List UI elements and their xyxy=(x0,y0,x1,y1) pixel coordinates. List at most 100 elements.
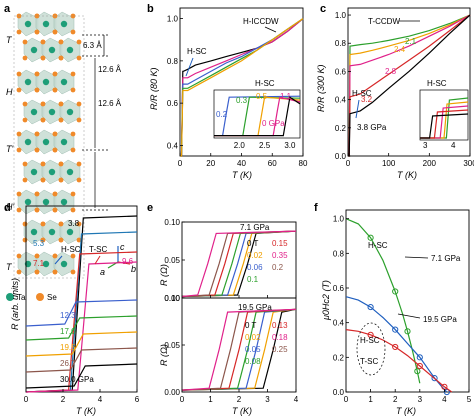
se-atom xyxy=(16,71,22,77)
se-atom xyxy=(70,147,76,153)
se-atom xyxy=(34,207,40,213)
inset-x-tick-label: 2.0 xyxy=(234,141,246,150)
data-point xyxy=(414,368,421,375)
x-tick-label: 1 xyxy=(208,395,213,404)
x-tick-label: 0 xyxy=(178,159,183,168)
se-atom xyxy=(76,237,82,243)
ta-atom xyxy=(60,20,68,28)
panel-d-xlabel: T (K) xyxy=(76,406,96,416)
x-tick-label: 2 xyxy=(237,395,242,404)
series-line xyxy=(181,230,297,298)
panel-b-ylabel: R/R (80 K) xyxy=(149,67,159,110)
data-point xyxy=(367,303,374,311)
y-tick-label: 0.0 xyxy=(333,388,345,397)
se-atom xyxy=(76,117,82,123)
se-atom xyxy=(70,191,76,197)
ta-atom xyxy=(24,20,32,28)
inset-x-tick-label: 3.0 xyxy=(284,141,296,150)
inset-c-tick-3: 3 xyxy=(423,141,428,150)
y-tick-label: 0.6 xyxy=(333,284,345,293)
se-atom xyxy=(34,191,40,197)
y-tick-label: 1.0 xyxy=(167,15,179,24)
arrow-f-71 xyxy=(404,256,429,259)
se-atom xyxy=(22,177,28,183)
arrow-b-hsc xyxy=(185,57,194,77)
ta-atom xyxy=(66,108,74,116)
y-tick-label: 0.05 xyxy=(164,256,180,265)
axis-a-label: a xyxy=(100,267,105,277)
y-tick-label: 0.10 xyxy=(164,218,180,227)
panel-f-series xyxy=(345,218,453,396)
panel-d-ylabel: R (arb. units) xyxy=(10,278,20,330)
y-tick-label: 0.8 xyxy=(335,39,347,48)
x-tick-label: 0 xyxy=(344,395,349,404)
data-point xyxy=(367,234,374,241)
se-atom xyxy=(58,39,64,45)
se-atom xyxy=(58,55,64,61)
ta-atom xyxy=(42,138,50,146)
se-atom xyxy=(58,161,64,167)
se-atom xyxy=(70,13,76,19)
panel-e-series xyxy=(181,230,297,391)
se-atom xyxy=(22,237,28,243)
ta-atom xyxy=(30,108,38,116)
se-atom xyxy=(76,177,82,183)
se-atom xyxy=(16,87,22,93)
se-atom xyxy=(70,87,76,93)
se-atom xyxy=(76,101,82,107)
d-legend-170: 17.0 xyxy=(60,327,76,336)
series-line xyxy=(25,363,138,389)
panel-c-series xyxy=(348,14,471,157)
x-tick-label: 0 xyxy=(346,159,351,168)
layer-label-t2: T' xyxy=(6,144,13,154)
se-atom xyxy=(52,29,58,35)
inset-b-label-4: 0 GPa xyxy=(262,119,285,128)
data-point xyxy=(392,288,399,295)
c-label-38: 3.8 GPa xyxy=(357,123,387,132)
x-tick-label: 60 xyxy=(268,159,277,168)
e-bot-f2: 0.05 xyxy=(245,345,261,354)
se-atom xyxy=(52,269,58,275)
panel-e-ylabel-bottom: R (Ω) xyxy=(159,344,169,366)
legend-ta: Ta xyxy=(17,293,26,302)
e-bot-f4: 0.13 xyxy=(272,321,288,330)
data-point xyxy=(431,375,438,382)
series-line xyxy=(25,315,138,341)
se-atom xyxy=(58,177,64,183)
annotation-f-hsc: H-SC xyxy=(368,241,388,250)
e-top-pressure: 7.1 GPa xyxy=(240,223,270,232)
layer-label-h2: H' xyxy=(6,202,14,212)
inset-b-label-3: 1.1 xyxy=(280,92,292,101)
x-tick-label: 0 xyxy=(180,395,185,404)
ta-atom xyxy=(24,138,32,146)
dim-label-3: 12.6 Å xyxy=(98,99,122,108)
series-line xyxy=(25,347,138,373)
ta-atom xyxy=(66,228,74,236)
e-top-f2: 0.06 xyxy=(247,263,263,272)
d-legend-300: 30.0 GPa xyxy=(60,375,94,384)
dimension-markers xyxy=(82,34,110,211)
ta-atom xyxy=(42,260,50,268)
c-label-24: 2.4 xyxy=(394,45,406,54)
inset-b-title: H-SC xyxy=(255,79,275,88)
x-tick-label: 100 xyxy=(382,159,396,168)
data-point xyxy=(404,328,411,335)
annotation-h-iccdw: H-ICCDW xyxy=(243,17,279,26)
data-point xyxy=(416,354,423,361)
c-label-28: 2.8 xyxy=(385,67,397,76)
se-atom xyxy=(52,147,58,153)
crystal-structure xyxy=(13,11,85,279)
axis-b-label: b xyxy=(131,264,136,274)
series-line xyxy=(181,308,297,391)
arrow-f-195 xyxy=(397,313,421,319)
x-tick-label: 20 xyxy=(206,159,215,168)
y-tick-label: 0.6 xyxy=(167,99,179,108)
arrow-c-hsc xyxy=(355,99,360,119)
panel-f-ylabel: μ0Hc2 (T) xyxy=(321,280,331,321)
se-atom xyxy=(34,269,40,275)
se-atom xyxy=(70,207,76,213)
ta-atom xyxy=(42,78,50,86)
se-atom xyxy=(34,29,40,35)
se-atom xyxy=(16,147,22,153)
arrow-d-hsc xyxy=(54,255,63,265)
